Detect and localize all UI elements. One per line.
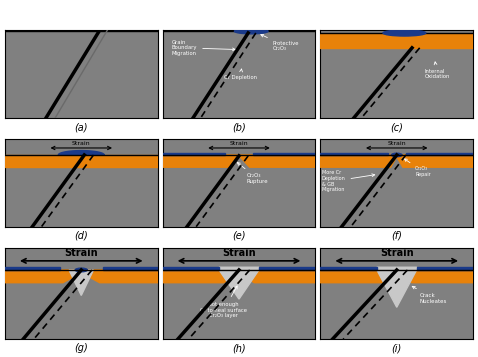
Text: Internal
Oxidation: Internal Oxidation xyxy=(424,62,450,80)
Text: Cr₂O₃
Repair: Cr₂O₃ Repair xyxy=(404,159,431,177)
Polygon shape xyxy=(163,270,315,283)
Polygon shape xyxy=(320,34,473,48)
Text: (f): (f) xyxy=(391,231,402,241)
Text: Crack
Nucleates: Crack Nucleates xyxy=(412,286,447,303)
Polygon shape xyxy=(320,267,377,270)
Polygon shape xyxy=(377,267,417,307)
Polygon shape xyxy=(5,155,158,167)
Text: Strain: Strain xyxy=(230,141,248,146)
Text: Strain: Strain xyxy=(65,248,98,258)
Ellipse shape xyxy=(75,268,87,272)
Text: (i): (i) xyxy=(391,343,402,353)
Polygon shape xyxy=(58,151,104,155)
Polygon shape xyxy=(406,153,473,155)
Text: Strain: Strain xyxy=(388,141,406,146)
Polygon shape xyxy=(320,270,473,283)
Text: (g): (g) xyxy=(75,343,88,353)
Polygon shape xyxy=(320,153,388,155)
Polygon shape xyxy=(103,267,158,270)
Text: Strain: Strain xyxy=(72,141,90,146)
Text: More Cr
Depletion
& GB
Migration: More Cr Depletion & GB Migration xyxy=(322,170,375,192)
Text: Cr Depletion: Cr Depletion xyxy=(224,69,257,80)
Text: Not enough
Cr to heal surface
Cr₂O₃ layer: Not enough Cr to heal surface Cr₂O₃ laye… xyxy=(200,286,247,318)
Polygon shape xyxy=(5,270,158,283)
Text: Protective
Cr₂O₃: Protective Cr₂O₃ xyxy=(261,34,299,51)
Polygon shape xyxy=(320,155,473,167)
Text: (d): (d) xyxy=(75,231,88,241)
Ellipse shape xyxy=(234,29,268,34)
Polygon shape xyxy=(219,267,259,299)
Polygon shape xyxy=(5,267,60,270)
Text: (h): (h) xyxy=(232,343,246,353)
Polygon shape xyxy=(259,267,315,270)
Polygon shape xyxy=(163,155,315,167)
Text: Strain: Strain xyxy=(222,248,256,258)
Text: (b): (b) xyxy=(232,122,246,132)
Ellipse shape xyxy=(383,30,426,36)
Text: (c): (c) xyxy=(391,122,403,132)
Text: Cr₂O₃
Rupture: Cr₂O₃ Rupture xyxy=(237,162,268,184)
Polygon shape xyxy=(69,270,94,296)
Text: Grain
Boundary
Migration: Grain Boundary Migration xyxy=(172,40,235,56)
Text: (a): (a) xyxy=(75,122,88,132)
Text: Strain: Strain xyxy=(380,248,413,258)
Text: (e): (e) xyxy=(232,231,246,241)
Polygon shape xyxy=(253,153,315,155)
Ellipse shape xyxy=(391,153,402,157)
Polygon shape xyxy=(417,267,473,270)
Polygon shape xyxy=(163,267,219,270)
Polygon shape xyxy=(163,153,225,155)
